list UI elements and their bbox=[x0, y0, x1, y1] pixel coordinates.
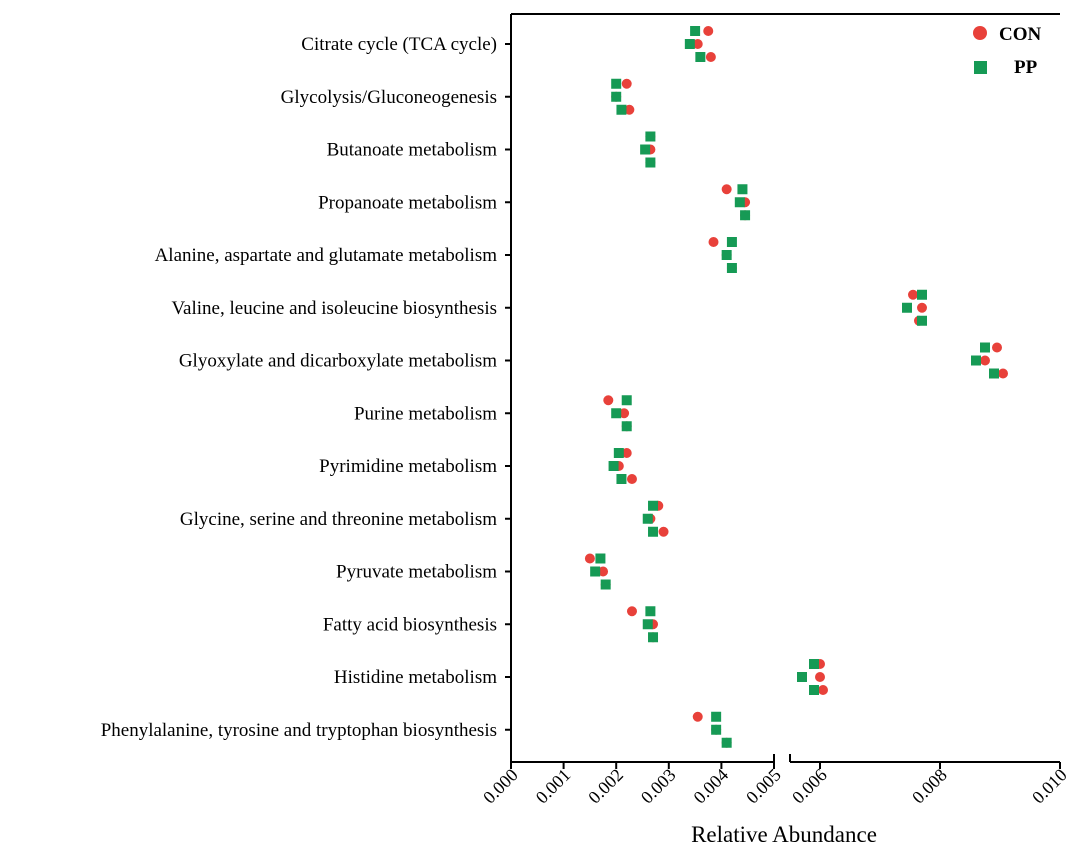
pp-point bbox=[740, 210, 751, 221]
x-axis-title: Relative Abundance bbox=[691, 822, 877, 847]
pp-point bbox=[684, 39, 695, 49]
category-label: Propanoate metabolism bbox=[318, 192, 497, 213]
x-tick-label: 0.008 bbox=[908, 765, 951, 808]
con-point bbox=[692, 711, 703, 722]
category-label: Histidine metabolism bbox=[334, 667, 497, 688]
pp-point bbox=[611, 78, 622, 89]
x-tick-label: 0.002 bbox=[584, 765, 627, 808]
x-tick-labels: 0.000 0.001 0.002 0.003 0.004 0.005 0.006 0.008… bbox=[479, 765, 1069, 808]
pp-point bbox=[621, 421, 632, 432]
con-point bbox=[998, 368, 1008, 379]
legend-con-label: CON bbox=[999, 24, 1042, 45]
con-point bbox=[598, 566, 609, 577]
pp-point bbox=[809, 685, 819, 695]
legend: CON PP bbox=[973, 24, 1042, 78]
pp-point bbox=[640, 144, 651, 155]
pp-point bbox=[645, 157, 656, 168]
legend-pp-marker bbox=[974, 61, 987, 74]
category-label: Glyoxylate and dicarboxylate metabolism bbox=[179, 351, 497, 372]
con-point bbox=[658, 526, 669, 537]
category-labels: Citrate cycle (TCA cycle) Glycolysis/Gluc… bbox=[101, 34, 498, 741]
pp-point bbox=[726, 263, 737, 273]
con-point bbox=[626, 606, 637, 617]
con-point bbox=[705, 52, 716, 62]
pp-point bbox=[642, 619, 653, 630]
category-label: Valine, leucine and isoleucine biosynthe… bbox=[171, 298, 497, 319]
pp-point bbox=[645, 131, 656, 142]
con-point bbox=[619, 408, 630, 419]
con-point bbox=[621, 448, 632, 458]
con-point bbox=[818, 685, 828, 695]
x-tick-label: 0.005 bbox=[742, 765, 785, 808]
pp-point bbox=[616, 474, 627, 484]
con-point bbox=[992, 342, 1002, 353]
con-point bbox=[721, 184, 732, 195]
pp-point bbox=[648, 632, 659, 643]
con-point bbox=[815, 672, 825, 682]
pp-point bbox=[690, 26, 701, 36]
con-point bbox=[908, 289, 918, 300]
x-tick-label: 0.001 bbox=[532, 765, 575, 808]
pp-point bbox=[616, 104, 627, 115]
con-point bbox=[980, 355, 990, 366]
pp-point bbox=[645, 606, 656, 617]
pp-point bbox=[711, 711, 722, 722]
pp-point bbox=[648, 500, 659, 511]
pp-point bbox=[726, 237, 737, 247]
category-label: Phenylalanine, tyrosine and tryptophan b… bbox=[101, 720, 497, 741]
pp-point bbox=[590, 566, 601, 577]
pp-point bbox=[737, 184, 748, 195]
pp-point bbox=[642, 513, 653, 524]
pp-point bbox=[989, 368, 999, 379]
category-label: Butanoate metabolism bbox=[327, 140, 498, 161]
pp-point bbox=[734, 197, 745, 208]
pp-point bbox=[648, 526, 659, 537]
pp-point bbox=[608, 461, 619, 471]
con-point bbox=[708, 237, 719, 247]
con-point bbox=[584, 553, 595, 564]
category-label: Citrate cycle (TCA cycle) bbox=[301, 34, 497, 55]
pp-point bbox=[971, 355, 981, 366]
x-tick-label: 0.000 bbox=[479, 765, 522, 808]
pp-point bbox=[980, 342, 990, 353]
chart-axes bbox=[505, 13, 1061, 769]
legend-pp-label: PP bbox=[1014, 57, 1038, 78]
x-tick-label: 0.003 bbox=[637, 765, 680, 808]
category-label: Purine metabolism bbox=[354, 403, 497, 424]
pp-point bbox=[711, 724, 722, 735]
category-label: Glycolysis/Gluconeogenesis bbox=[281, 87, 497, 108]
pp-point bbox=[621, 395, 632, 406]
con-point bbox=[703, 26, 714, 36]
pp-point bbox=[721, 250, 732, 260]
pp-point bbox=[595, 553, 606, 564]
pp-point bbox=[695, 52, 706, 62]
con-point bbox=[626, 474, 637, 484]
category-label: Fatty acid biosynthesis bbox=[323, 614, 497, 635]
data-points bbox=[584, 26, 1008, 748]
category-label: Alanine, aspartate and glutamate metabol… bbox=[155, 245, 498, 266]
pp-point bbox=[611, 408, 622, 419]
category-label: Glycine, serine and threonine metabolism bbox=[180, 509, 497, 530]
pp-point bbox=[721, 737, 732, 748]
con-point bbox=[624, 104, 635, 115]
pp-point bbox=[809, 659, 819, 669]
pp-point bbox=[917, 289, 927, 300]
con-point bbox=[621, 78, 632, 89]
x-tick-label: 0.010 bbox=[1028, 765, 1069, 808]
pp-point bbox=[797, 672, 807, 682]
x-tick-label: 0.006 bbox=[788, 765, 831, 808]
x-tick-label: 0.004 bbox=[689, 765, 732, 808]
legend-con-marker bbox=[973, 26, 987, 40]
category-label: Pyrimidine metabolism bbox=[319, 456, 497, 477]
pp-point bbox=[917, 315, 927, 326]
pp-point bbox=[611, 91, 622, 102]
category-label: Pyruvate metabolism bbox=[336, 562, 497, 583]
con-point bbox=[692, 39, 703, 49]
pp-point bbox=[902, 302, 912, 313]
pp-point bbox=[613, 448, 624, 458]
con-point bbox=[603, 395, 614, 406]
pp-point bbox=[600, 579, 611, 590]
con-point bbox=[917, 302, 927, 313]
